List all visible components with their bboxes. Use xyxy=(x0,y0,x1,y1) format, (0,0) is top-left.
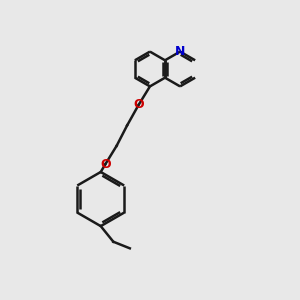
Text: O: O xyxy=(133,98,144,112)
Text: O: O xyxy=(100,158,110,171)
Text: N: N xyxy=(175,45,185,58)
